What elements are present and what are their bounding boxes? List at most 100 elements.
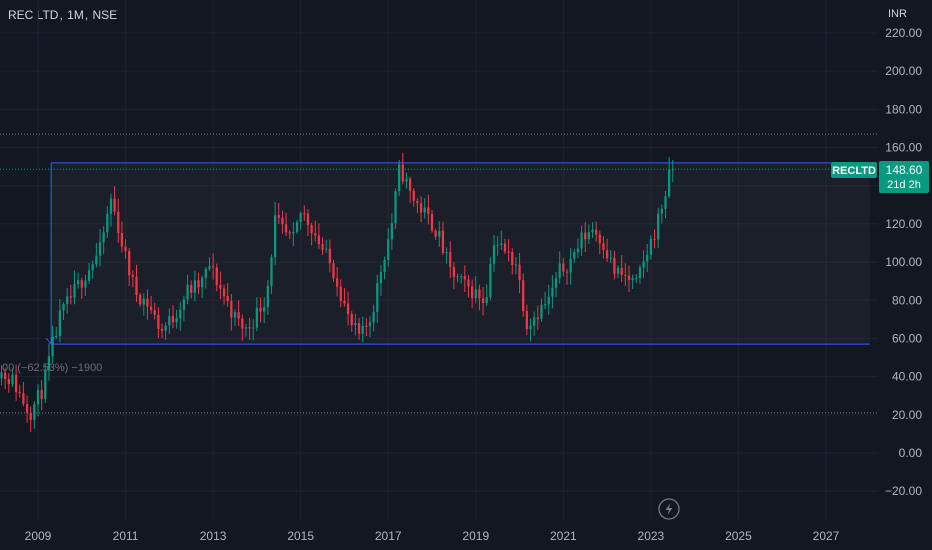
- time-axis[interactable]: 2009 2011 2013 2015 2017 2019 2021 2023 2025 2027: [25, 529, 840, 543]
- candle-body: [653, 238, 656, 240]
- candle-body: [576, 248, 580, 253]
- lightning-icon[interactable]: [658, 498, 680, 520]
- candle-body: [401, 164, 404, 182]
- candle-body: [171, 316, 175, 323]
- interval-label[interactable]: 1M: [67, 8, 84, 22]
- candle-body: [416, 200, 419, 204]
- candle-body: [376, 283, 379, 312]
- candle-body: [222, 288, 226, 297]
- candle-body: [339, 286, 342, 301]
- candle-body: [201, 277, 204, 288]
- candle-body: [463, 276, 466, 280]
- candle-body: [430, 213, 434, 231]
- candle-body: [14, 374, 18, 393]
- price-axis-label: 100.00: [885, 255, 922, 269]
- candle-body: [336, 278, 339, 287]
- drawing-overlays[interactable]: [0, 133, 878, 414]
- candle-body: [113, 198, 116, 212]
- candle-body: [106, 213, 109, 233]
- candle-body: [306, 213, 310, 226]
- candle-body: [489, 263, 492, 298]
- candle-body: [470, 286, 474, 299]
- candle-body: [547, 296, 550, 305]
- candle-body: [73, 284, 76, 298]
- candle-body: [449, 252, 452, 267]
- candle-body: [62, 304, 65, 311]
- candle-body: [460, 276, 463, 278]
- exchange-label: NSE: [92, 8, 118, 22]
- price-axis-label: −20.00: [885, 484, 922, 498]
- price-axis-label: 120.00: [885, 217, 922, 231]
- candle-body: [522, 280, 525, 312]
- candle-body: [263, 307, 266, 312]
- candle-body: [33, 404, 36, 420]
- candle-body: [361, 325, 364, 334]
- candle-body: [511, 251, 514, 266]
- candle-body: [387, 239, 390, 260]
- chart-legend: REC LTD, 1M, NSE: [8, 8, 118, 22]
- price-axis[interactable]: 220.00200.00180.00160.00140.00120.00100.…: [885, 26, 922, 498]
- candle-body: [423, 207, 426, 213]
- candle-body: [164, 325, 167, 331]
- candle-body: [620, 267, 623, 275]
- candle-body: [631, 278, 634, 281]
- candle-body: [266, 285, 269, 308]
- candle-body: [237, 312, 240, 319]
- candle-body: [365, 325, 368, 327]
- price-axis-label: 20.00: [892, 408, 922, 422]
- candle-body: [507, 251, 510, 253]
- candle-body: [649, 238, 653, 255]
- candle-body: [551, 287, 554, 297]
- candle-body: [95, 255, 98, 265]
- candle-body: [642, 261, 645, 268]
- symbol-name[interactable]: REC LTD: [8, 8, 59, 22]
- candle-body: [394, 191, 397, 224]
- candle-body: [124, 246, 127, 252]
- candle-body: [109, 198, 113, 214]
- candle-body: [456, 276, 459, 278]
- price-tag-ticker: RECLTD: [832, 165, 876, 177]
- candle-body: [149, 306, 153, 311]
- candle-body: [646, 254, 649, 262]
- candle-body: [255, 307, 259, 328]
- price-axis-label: 180.00: [885, 102, 922, 116]
- candle-body: [40, 389, 43, 400]
- measure-annotation: 00 (−62.53%) −1900: [2, 362, 102, 374]
- candle-body: [343, 300, 346, 304]
- candle-body: [525, 311, 528, 330]
- candle-body: [146, 298, 149, 307]
- candle-body: [671, 169, 674, 171]
- candle-body: [514, 264, 518, 266]
- candle-body: [635, 278, 638, 280]
- candle-body: [314, 233, 317, 236]
- candle-body: [317, 235, 321, 245]
- candle-body: [179, 309, 182, 319]
- candle-body: [357, 323, 361, 334]
- candle-body: [332, 263, 335, 279]
- candle-body: [598, 234, 601, 244]
- candle-body: [117, 211, 120, 233]
- candle-body: [51, 336, 54, 357]
- time-axis-label: 2019: [462, 529, 489, 543]
- candle-body: [609, 257, 612, 259]
- candle-body: [452, 266, 456, 277]
- candlestick-series: [0, 152, 674, 432]
- candle-body: [587, 232, 591, 240]
- candle-body: [605, 250, 609, 258]
- time-axis-label: 2021: [550, 529, 577, 543]
- candle-body: [492, 245, 496, 264]
- candle-body: [230, 301, 233, 318]
- candle-body: [190, 284, 193, 293]
- candle-body: [128, 251, 131, 275]
- candle-body: [102, 232, 105, 243]
- candle-body: [441, 230, 445, 254]
- candle-body: [98, 242, 102, 256]
- candle-body: [518, 264, 521, 281]
- candle-body: [445, 252, 448, 254]
- candle-body: [215, 267, 218, 286]
- candle-body: [7, 379, 10, 385]
- candle-body: [259, 307, 262, 312]
- candle-body: [627, 275, 631, 281]
- candle-body: [241, 318, 244, 329]
